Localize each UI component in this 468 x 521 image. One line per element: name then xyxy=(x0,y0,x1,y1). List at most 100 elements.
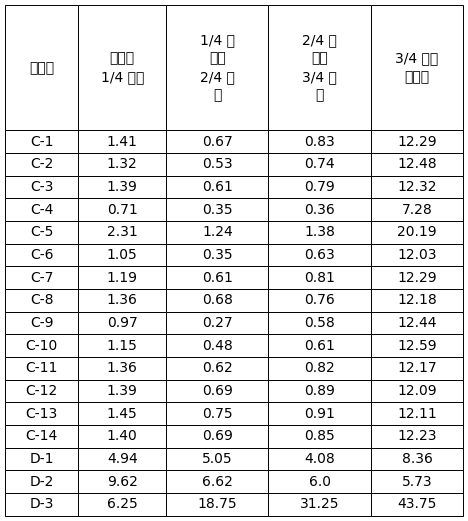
Bar xyxy=(166,153,269,176)
Text: 0.97: 0.97 xyxy=(107,316,138,330)
Bar xyxy=(371,244,463,266)
Text: C-12: C-12 xyxy=(25,384,58,398)
Text: 1.36: 1.36 xyxy=(107,293,138,307)
Bar xyxy=(5,312,78,334)
Text: 5.73: 5.73 xyxy=(402,475,432,489)
Text: 1/4 半
径到
2/4 半
径: 1/4 半 径到 2/4 半 径 xyxy=(200,33,235,102)
Bar xyxy=(166,130,269,153)
Text: 4.94: 4.94 xyxy=(107,452,138,466)
Bar xyxy=(5,266,78,289)
Text: 0.83: 0.83 xyxy=(304,134,335,148)
Text: 0.85: 0.85 xyxy=(304,429,335,443)
Text: C-1: C-1 xyxy=(30,134,53,148)
Text: 0.91: 0.91 xyxy=(304,407,335,421)
Bar xyxy=(269,244,371,266)
Bar xyxy=(5,357,78,380)
Bar xyxy=(166,357,269,380)
Text: D-1: D-1 xyxy=(29,452,54,466)
Bar xyxy=(269,153,371,176)
Bar xyxy=(269,470,371,493)
Text: 0.61: 0.61 xyxy=(202,180,233,194)
Bar xyxy=(78,334,166,357)
Bar xyxy=(166,5,269,130)
Bar xyxy=(166,266,269,289)
Text: 6.62: 6.62 xyxy=(202,475,233,489)
Text: 0.68: 0.68 xyxy=(202,293,233,307)
Text: C-6: C-6 xyxy=(30,248,53,262)
Text: 0.48: 0.48 xyxy=(202,339,233,353)
Text: D-2: D-2 xyxy=(29,475,54,489)
Bar xyxy=(5,334,78,357)
Text: 0.71: 0.71 xyxy=(107,203,138,217)
Bar xyxy=(78,5,166,130)
Text: 3/4 半径
到外表: 3/4 半径 到外表 xyxy=(395,52,439,84)
Bar xyxy=(78,357,166,380)
Bar xyxy=(269,334,371,357)
Text: C-14: C-14 xyxy=(25,429,58,443)
Bar xyxy=(5,176,78,199)
Bar xyxy=(166,334,269,357)
Text: C-2: C-2 xyxy=(30,157,53,171)
Text: 0.58: 0.58 xyxy=(304,316,335,330)
Text: 2/4 半
径到
3/4 半
径: 2/4 半 径到 3/4 半 径 xyxy=(302,33,337,102)
Text: 5.05: 5.05 xyxy=(202,452,233,466)
Text: 催化剂: 催化剂 xyxy=(29,61,54,75)
Bar xyxy=(371,334,463,357)
Bar xyxy=(5,380,78,402)
Bar xyxy=(166,199,269,221)
Bar xyxy=(5,153,78,176)
Text: 2.31: 2.31 xyxy=(107,226,138,239)
Bar xyxy=(78,470,166,493)
Text: C-8: C-8 xyxy=(30,293,53,307)
Bar xyxy=(78,312,166,334)
Text: 12.03: 12.03 xyxy=(397,248,437,262)
Bar xyxy=(166,425,269,448)
Bar xyxy=(371,153,463,176)
Bar xyxy=(269,176,371,199)
Bar xyxy=(371,357,463,380)
Text: 12.23: 12.23 xyxy=(397,429,437,443)
Bar xyxy=(371,312,463,334)
Bar xyxy=(269,312,371,334)
Bar xyxy=(78,289,166,312)
Text: 31.25: 31.25 xyxy=(300,498,339,512)
Bar xyxy=(78,153,166,176)
Text: 0.62: 0.62 xyxy=(202,362,233,376)
Text: 0.53: 0.53 xyxy=(202,157,233,171)
Bar xyxy=(166,402,269,425)
Text: 6.25: 6.25 xyxy=(107,498,138,512)
Bar xyxy=(78,448,166,470)
Bar xyxy=(166,312,269,334)
Text: 0.89: 0.89 xyxy=(304,384,335,398)
Text: 0.69: 0.69 xyxy=(202,384,233,398)
Bar xyxy=(5,289,78,312)
Bar xyxy=(371,130,463,153)
Text: 20.19: 20.19 xyxy=(397,226,437,239)
Bar xyxy=(5,199,78,221)
Text: 1.05: 1.05 xyxy=(107,248,138,262)
Text: 12.17: 12.17 xyxy=(397,362,437,376)
Text: 中心到
1/4 半径: 中心到 1/4 半径 xyxy=(101,52,144,84)
Text: 0.81: 0.81 xyxy=(304,271,335,284)
Bar xyxy=(78,380,166,402)
Text: 12.44: 12.44 xyxy=(397,316,437,330)
Text: 12.11: 12.11 xyxy=(397,407,437,421)
Text: 1.45: 1.45 xyxy=(107,407,138,421)
Text: 7.28: 7.28 xyxy=(402,203,432,217)
Bar xyxy=(5,493,78,516)
Text: 8.36: 8.36 xyxy=(402,452,432,466)
Bar xyxy=(269,5,371,130)
Bar xyxy=(371,266,463,289)
Text: C-3: C-3 xyxy=(30,180,53,194)
Text: 1.41: 1.41 xyxy=(107,134,138,148)
Bar xyxy=(371,493,463,516)
Text: 12.29: 12.29 xyxy=(397,271,437,284)
Text: 1.24: 1.24 xyxy=(202,226,233,239)
Bar xyxy=(166,470,269,493)
Text: 1.39: 1.39 xyxy=(107,384,138,398)
Text: 12.18: 12.18 xyxy=(397,293,437,307)
Bar xyxy=(5,130,78,153)
Bar xyxy=(5,244,78,266)
Text: 1.40: 1.40 xyxy=(107,429,138,443)
Bar xyxy=(78,221,166,244)
